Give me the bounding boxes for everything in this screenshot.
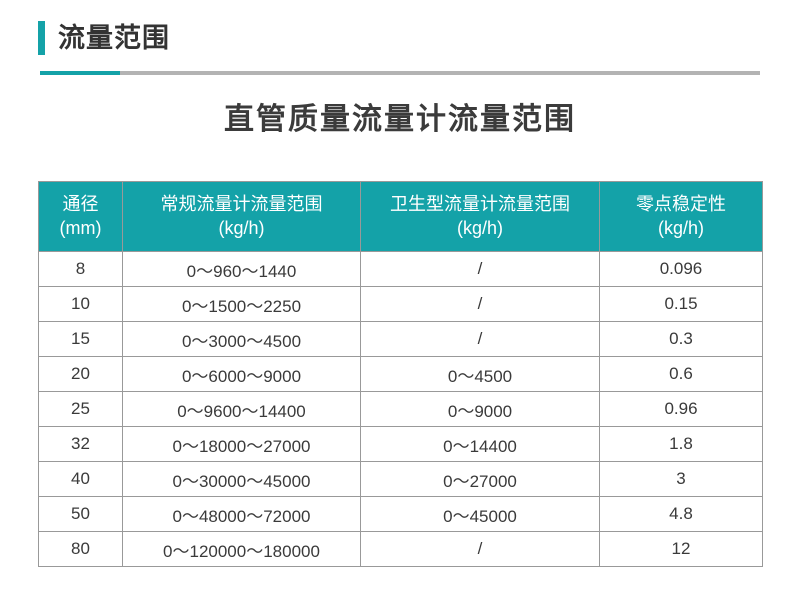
flow-range-table: 通径 (mm) 常规流量计流量范围 (kg/h) 卫生型流量计流量范围 (kg/… bbox=[38, 181, 763, 567]
table-row: 20 0～6000～9000 0～4500 0.6 bbox=[38, 356, 763, 392]
table-body: 8 0～960～1440/0.096 10 0～1500～2250/0.15 15 0～3… bbox=[38, 251, 763, 567]
table-cell: 0～30000～45000 bbox=[122, 461, 361, 497]
header-label: 通径 bbox=[62, 194, 99, 215]
table-cell: 0～18000～27000 bbox=[122, 426, 361, 462]
table-cell: / bbox=[360, 286, 600, 322]
table-row: 15 0～3000～4500/0.3 bbox=[38, 321, 763, 357]
table-row: 10 0～1500～2250/0.15 bbox=[38, 286, 763, 322]
table-row: 32 0～18000～27000 0～14400 1.8 bbox=[38, 426, 763, 462]
table-row: 8 0～960～1440/0.096 bbox=[38, 251, 763, 287]
table-row: 80 0～120000～180000/12 bbox=[38, 531, 763, 567]
table-header-row: 通径 (mm) 常规流量计流量范围 (kg/h) 卫生型流量计流量范围 (kg/… bbox=[38, 181, 763, 252]
table-cell: 0～4500 bbox=[360, 356, 600, 392]
divider-accent-segment bbox=[40, 71, 120, 75]
table-cell: 50 bbox=[38, 496, 123, 532]
table-cell: 0～120000～180000 bbox=[122, 531, 361, 567]
header-unit: (mm) bbox=[59, 217, 102, 238]
table-cell: 25 bbox=[38, 391, 123, 427]
table-row: 50 0～48000～72000 0～45000 4.8 bbox=[38, 496, 763, 532]
table-cell: 0～960～1440 bbox=[122, 251, 361, 287]
header-cell-standard-range: 常规流量计流量范围 (kg/h) bbox=[122, 181, 361, 252]
header-unit: (kg/h) bbox=[218, 217, 265, 238]
section-divider bbox=[40, 71, 760, 75]
table-row: 25 0～9600～14400 0～9000 0.96 bbox=[38, 391, 763, 427]
table-cell: 0～9000 bbox=[360, 391, 600, 427]
header-cell-diameter: 通径 (mm) bbox=[38, 181, 123, 252]
header-cell-sanitary-range: 卫生型流量计流量范围 (kg/h) bbox=[360, 181, 600, 252]
table-cell: 0～1500～2250 bbox=[122, 286, 361, 322]
header-cell-zero-stability: 零点稳定性 (kg/h) bbox=[599, 181, 763, 252]
table-cell: 20 bbox=[38, 356, 123, 392]
table-cell: 0～14400 bbox=[360, 426, 600, 462]
section-title: 流量范围 bbox=[58, 22, 170, 53]
table-cell: 0～6000～9000 bbox=[122, 356, 361, 392]
table-cell: 0.096 bbox=[599, 251, 763, 287]
table-cell: 0～9600～14400 bbox=[122, 391, 361, 427]
table-cell: 32 bbox=[38, 426, 123, 462]
table-title: 直管质量流量计流量范围 bbox=[224, 103, 576, 136]
accent-bar bbox=[38, 21, 45, 55]
table-cell: 80 bbox=[38, 531, 123, 567]
table-header: 通径 (mm) 常规流量计流量范围 (kg/h) 卫生型流量计流量范围 (kg/… bbox=[38, 181, 763, 252]
table-cell: 12 bbox=[599, 531, 763, 567]
table-cell: / bbox=[360, 321, 600, 357]
table-cell: 0～48000～72000 bbox=[122, 496, 361, 532]
header-unit: (kg/h) bbox=[456, 217, 503, 238]
table-cell: 3 bbox=[599, 461, 763, 497]
header-unit: (kg/h) bbox=[657, 217, 704, 238]
table-cell: 0～45000 bbox=[360, 496, 600, 532]
header-label: 常规流量计流量范围 bbox=[160, 194, 323, 215]
section-header: 流量范围 bbox=[38, 21, 170, 55]
table-cell: / bbox=[360, 531, 600, 567]
table-cell: 0.3 bbox=[599, 321, 763, 357]
table-cell: 40 bbox=[38, 461, 123, 497]
table-cell: / bbox=[360, 251, 600, 287]
divider-gray-segment bbox=[120, 71, 760, 75]
table-row: 40 0～30000～45000 0～27000 3 bbox=[38, 461, 763, 497]
table-cell: 0.96 bbox=[599, 391, 763, 427]
table-cell: 4.8 bbox=[599, 496, 763, 532]
table-cell: 0.15 bbox=[599, 286, 763, 322]
table-cell: 15 bbox=[38, 321, 123, 357]
table-cell: 0～27000 bbox=[360, 461, 600, 497]
header-label: 卫生型流量计流量范围 bbox=[390, 194, 570, 215]
table-cell: 0.6 bbox=[599, 356, 763, 392]
table-cell: 10 bbox=[38, 286, 123, 322]
table-cell: 0～3000～4500 bbox=[122, 321, 361, 357]
table-cell: 8 bbox=[38, 251, 123, 287]
header-label: 零点稳定性 bbox=[636, 194, 726, 215]
table-cell: 1.8 bbox=[599, 426, 763, 462]
